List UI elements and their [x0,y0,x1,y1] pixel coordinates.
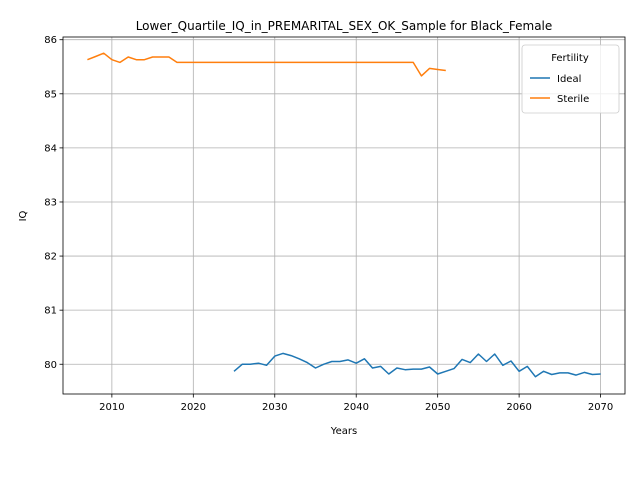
x-axis-label: Years [330,426,357,437]
x-tick-label: 2020 [181,402,206,413]
plot-frame [62,36,626,395]
x-tick-label: 2030 [262,402,287,413]
y-tick-label: 82 [44,252,57,263]
y-tick-label: 84 [44,143,57,154]
gridlines [63,37,625,394]
chart-title: Lower_Quartile_IQ_in_PREMARITAL_SEX_OK_S… [136,19,553,33]
x-axis-ticks: 2010 2020 2030 2040 2050 2060 2070 [99,394,613,413]
x-tick-label: 2040 [343,402,368,413]
legend: Fertility Ideal Sterile [521,44,620,114]
x-tick-label: 2060 [506,402,531,413]
legend-label-sterile: Sterile [557,94,589,105]
y-tick-label: 83 [44,197,57,208]
y-tick-label: 85 [44,89,57,100]
y-tick-label: 86 [44,35,57,46]
y-tick-label: 80 [44,360,57,371]
legend-title: Fertility [551,53,589,64]
legend-label-ideal: Ideal [557,74,581,85]
x-tick-label: 2050 [425,402,450,413]
x-tick-label: 2010 [99,402,124,413]
series-line-sterile [87,52,446,77]
series-lines [87,52,601,378]
y-tick-label: 81 [44,306,57,317]
series-line-ideal [233,352,601,378]
y-axis-ticks: 80 81 82 83 84 85 86 [44,35,63,371]
x-tick-label: 2070 [588,402,613,413]
legend-box [521,44,620,114]
y-axis-label: IQ [18,210,29,221]
